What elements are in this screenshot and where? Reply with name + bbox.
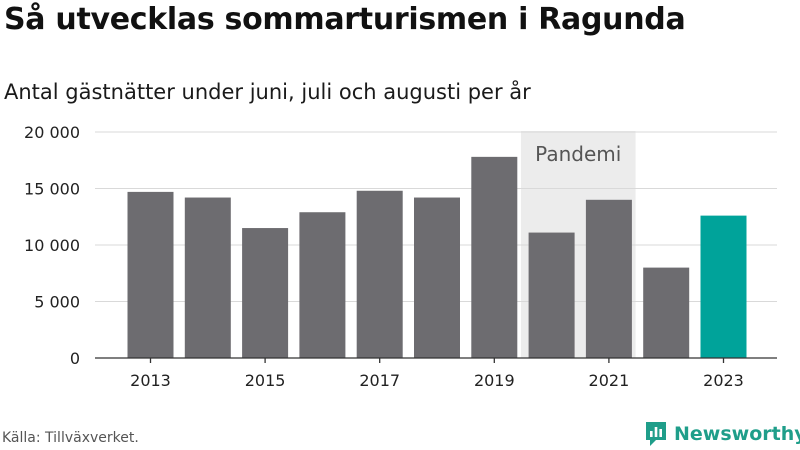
x-tick-label: 2023 <box>703 371 744 390</box>
newsworthy-logo-icon <box>646 422 666 446</box>
bar-2016 <box>299 212 346 358</box>
bar-2014 <box>184 197 231 358</box>
x-tick-label: 2019 <box>474 371 515 390</box>
bar-2021 <box>585 199 632 358</box>
x-tick-label: 2015 <box>245 371 286 390</box>
bar-chart: Pandemi 0 5 000 10 000 15 000 20 000 2013 2015 2… <box>24 123 777 390</box>
x-tick-label: 2017 <box>359 371 400 390</box>
bar-2013 <box>127 191 174 358</box>
brand-logo: Newsworthy <box>644 419 800 449</box>
chart-subtitle: Antal gästnätter under juni, juli och au… <box>4 80 531 104</box>
annotation-label: Pandemi <box>535 142 621 166</box>
bar-2017 <box>356 190 403 358</box>
y-tick-label: 0 <box>70 349 80 368</box>
y-tick-label: 5 000 <box>34 293 80 312</box>
brand-name: Newsworthy <box>674 423 800 445</box>
bar-2018 <box>414 197 460 358</box>
y-tick-label: 15 000 <box>24 180 80 199</box>
bar-2019 <box>471 156 518 358</box>
y-tick-label: 10 000 <box>24 236 80 255</box>
bar-2023 <box>700 215 747 358</box>
y-tick-label: 20 000 <box>24 123 80 142</box>
x-tick-label: 2021 <box>589 371 630 390</box>
bar-2020 <box>528 232 575 358</box>
source-note: Källa: Tillväxverket. <box>2 430 139 446</box>
chart-title: Så utvecklas sommarturismen i Ragunda <box>4 2 686 37</box>
bar-2022 <box>643 267 690 358</box>
x-tick-label: 2013 <box>130 371 171 390</box>
bar-2015 <box>242 228 289 358</box>
